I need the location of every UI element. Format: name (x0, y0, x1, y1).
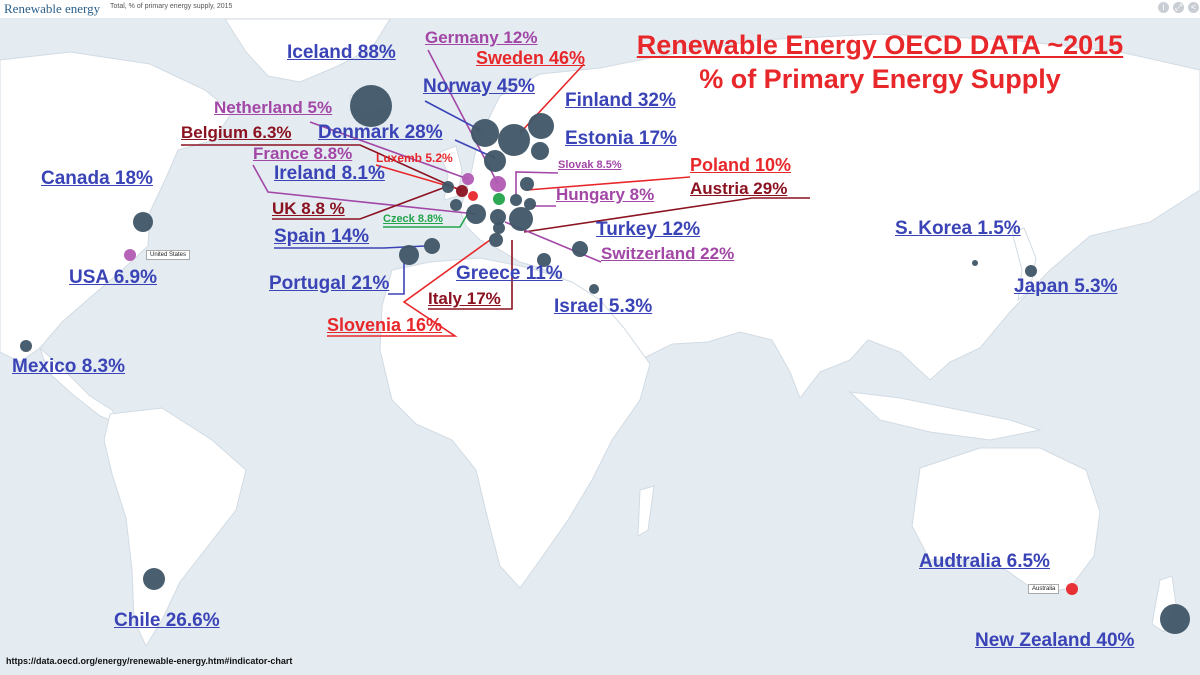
label-skorea: S. Korea 1.5% (895, 218, 1021, 239)
africa-land (379, 257, 651, 589)
chart-subtitle: % of Primary Energy Supply (699, 64, 1061, 94)
label-finland: Finland 32% (565, 90, 676, 111)
indicator-subtitle: Total, % of primary energy supply, 2015 (110, 3, 233, 10)
north-america-land (0, 51, 233, 363)
label-italy: Italy 17% (428, 289, 501, 308)
label-uk: UK 8.8 % (272, 199, 345, 218)
label-japan: Japan 5.3% (1014, 276, 1118, 297)
label-norway: Norway 45% (423, 76, 535, 97)
label-hungary: Hungary 8% (556, 185, 655, 204)
label-spain: Spain 14% (274, 226, 370, 247)
brand-title: Renewable energy (4, 1, 101, 16)
label-france: France 8.8% (253, 144, 353, 163)
label-slovak: Slovak 8.5% (558, 159, 622, 171)
info-icon[interactable]: i (1158, 2, 1169, 13)
label-slovenia: Slovenia 16% (327, 315, 443, 335)
label-newzealand: New Zealand 40% (975, 630, 1135, 651)
indonesia-land (848, 391, 1042, 441)
label-mexico: Mexico 8.3% (12, 356, 125, 377)
label-denmark: Denmark 28% (318, 122, 443, 143)
greenland-land (224, 19, 391, 83)
label-netherland: Netherland 5% (214, 98, 333, 117)
label-turkey: Turkey 12% (596, 219, 701, 240)
top-bar: Renewable energy Total, % of primary ene… (0, 0, 1200, 19)
label-iceland: Iceland 88% (287, 42, 396, 63)
label-canada: Canada 18% (41, 168, 153, 189)
world-map[interactable] (0, 19, 1200, 675)
label-poland: Poland 10% (690, 155, 792, 175)
label-czeck: Czeck 8.8% (383, 213, 443, 225)
label-usa: USA 6.9% (69, 267, 157, 288)
chart-title: Renewable Energy OECD DATA ~2015 (636, 30, 1124, 60)
label-israel: Israel 5.3% (554, 296, 653, 317)
fullscreen-icon[interactable]: ⤢ (1173, 2, 1184, 13)
land-shapes (0, 19, 1200, 648)
label-sweden: Sweden 46% (476, 48, 586, 68)
label-switzerland: Switzerland 22% (601, 244, 735, 263)
usa-tooltip: United States (146, 250, 191, 260)
label-austria: Austria 29% (690, 179, 788, 198)
label-estonia: Estonia 17% (565, 128, 677, 149)
source-url[interactable]: https://data.oecd.org/energy/renewable-e… (6, 656, 293, 666)
iceland-land (349, 91, 393, 115)
label-germany: Germany 12% (425, 28, 538, 47)
label-audtralia: Audtralia 6.5% (919, 551, 1050, 572)
madagascar-land (637, 485, 655, 537)
label-greece: Greece 11% (456, 263, 563, 284)
label-belgium: Belgium 6.3% (181, 123, 292, 142)
japan-land (1011, 227, 1037, 302)
label-luxemb: Luxemb 5.2% (376, 151, 453, 165)
new-zealand-land (1151, 575, 1177, 633)
australia-tooltip: Australia (1028, 584, 1060, 594)
share-icon[interactable]: < (1188, 2, 1199, 13)
label-chile: Chile 26.6% (114, 610, 220, 631)
label-portugal: Portugal 21% (269, 273, 390, 294)
label-ireland: Ireland 8.1% (274, 163, 385, 184)
south-america-land (103, 407, 247, 648)
